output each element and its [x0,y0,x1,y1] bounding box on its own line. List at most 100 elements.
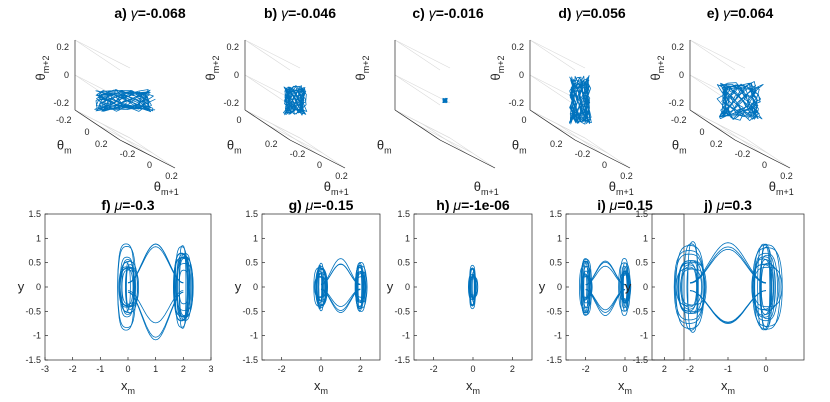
panel-title: j) μ=0.3 [703,197,752,213]
grid-line [394,109,451,139]
z-axis-label: θm+2 [203,56,221,81]
grid-line [129,137,176,169]
y-tick-label: -1 [250,331,258,341]
x-axis-label: xm [721,378,735,396]
y-axis-label: y [387,279,394,294]
attractor-loop [174,246,189,328]
grid-line [529,74,576,106]
panel-2d-i: i) μ=0.15 -1.5 -1 -0.5 0 0.5 1 1.5 -2 0 2 xm y [539,197,685,396]
x-axis-label: θm+1 [474,179,499,197]
x-axis-label: θm+1 [769,179,794,197]
grid-line [744,137,791,169]
attractor-loop [753,244,781,330]
attractor-loop [315,268,327,306]
x-axis-label: xm [121,378,135,396]
grid-line [689,39,736,71]
attractor-trajectory [94,89,156,113]
y-axis-label-sub: m [234,146,242,156]
attractor-loop [581,258,591,316]
grid-line [529,39,586,69]
x-tick-label: 3 [208,364,213,374]
attractor-trajectory-group [313,258,368,313]
grid-line [584,137,631,169]
attractor-trajectory [283,85,308,116]
x-axis-label-text: θm+1 [324,179,349,197]
y-axis-label-sub: m [64,146,72,156]
attractor-trajectory [716,81,764,121]
z-axis-label: θm+2 [488,56,506,81]
z-axis-label-main: θ [353,73,368,80]
attractor-loop [117,246,137,328]
y-tick-label: -0.5 [394,306,410,316]
grid-line [529,74,586,104]
x-axis-label-text: xm [314,378,328,396]
y-tick-label: 0.2 [95,139,108,149]
z-axis-label-sub: m+2 [656,56,666,74]
z-axis-label-sub: m+2 [211,56,221,74]
param-symbol: μ [452,197,461,213]
y-axis-label-sub: m [679,146,687,156]
panel-title: a) γ=-0.068 [114,5,185,21]
y-axis-line [244,109,291,141]
param-value: =-1e-06 [461,197,510,213]
x-tick-label: -3 [41,364,49,374]
grid-line [394,39,451,69]
grid-line [299,137,346,169]
x-axis-label: θm+1 [154,179,179,197]
x-tick-label: 0.2 [780,171,793,181]
x-tick-label: -1 [724,364,732,374]
x-tick-label: 0.2 [335,171,348,181]
z-axis-label: θm+2 [648,56,666,81]
attractor-trajectory [569,75,592,125]
panel-letter: a) [114,5,130,21]
y-axis-label-main: θ [512,138,519,153]
y-tick-label: 0 [36,282,41,292]
attractor-bridge [320,263,361,286]
y-tick-label: -1 [554,331,562,341]
x-axis-label-main: θ [474,179,481,194]
x-tick-label: -1 [96,364,104,374]
param-symbol: μ [305,197,314,213]
y-tick-label: -1.5 [546,355,562,365]
panel-title: i) μ=0.15 [597,197,653,213]
attractor-loop [677,262,707,312]
attractor-trajectory-group [673,241,783,333]
param-symbol: γ [723,5,731,21]
attractor-trajectory-group [117,243,194,341]
grid-line [529,39,576,71]
y-tick-label: 0 [236,115,241,125]
y-axis-label-main: θ [57,138,64,153]
attractor-bridge [320,289,361,313]
x-tick-label: -2 [582,364,590,374]
x-axis-label-main: x [721,378,728,393]
y-tick-label: 0.5 [28,258,41,268]
grid-line [244,39,291,71]
y-tick-label: 0.2 [265,139,278,149]
attractor-loop [760,262,776,312]
x-tick-label: 2 [181,364,186,374]
panel-letter: j) [703,197,716,213]
attractor-loop [357,271,363,303]
attractor-loop [583,270,589,304]
x-axis-line [289,139,346,169]
attractor-loop [468,277,477,297]
y-axis-line [74,109,121,141]
z-axis-label-main: θ [33,73,48,80]
grid-line [689,39,746,69]
param-symbol: γ [429,5,437,21]
z-tick-label: 0.2 [671,42,684,52]
plot-frame [413,213,533,361]
y-axis-label: y [18,279,25,294]
grid-line [394,74,441,106]
panel-3d-b: b) γ=-0.0460.20-0.2-0.200.200.2θm+2θm+1θ… [203,5,349,197]
y-tick-label: 1.5 [549,209,562,219]
y-axis-label: θm [512,138,527,156]
param-value: =-0.016 [436,5,484,21]
x-tick-label: -2 [686,364,694,374]
panel-letter: g) [289,197,306,213]
grid-line [74,109,131,139]
z-axis-label-text: θm+2 [203,56,221,81]
x-axis-label-text: xm [121,378,135,396]
x-axis-line [574,139,631,169]
